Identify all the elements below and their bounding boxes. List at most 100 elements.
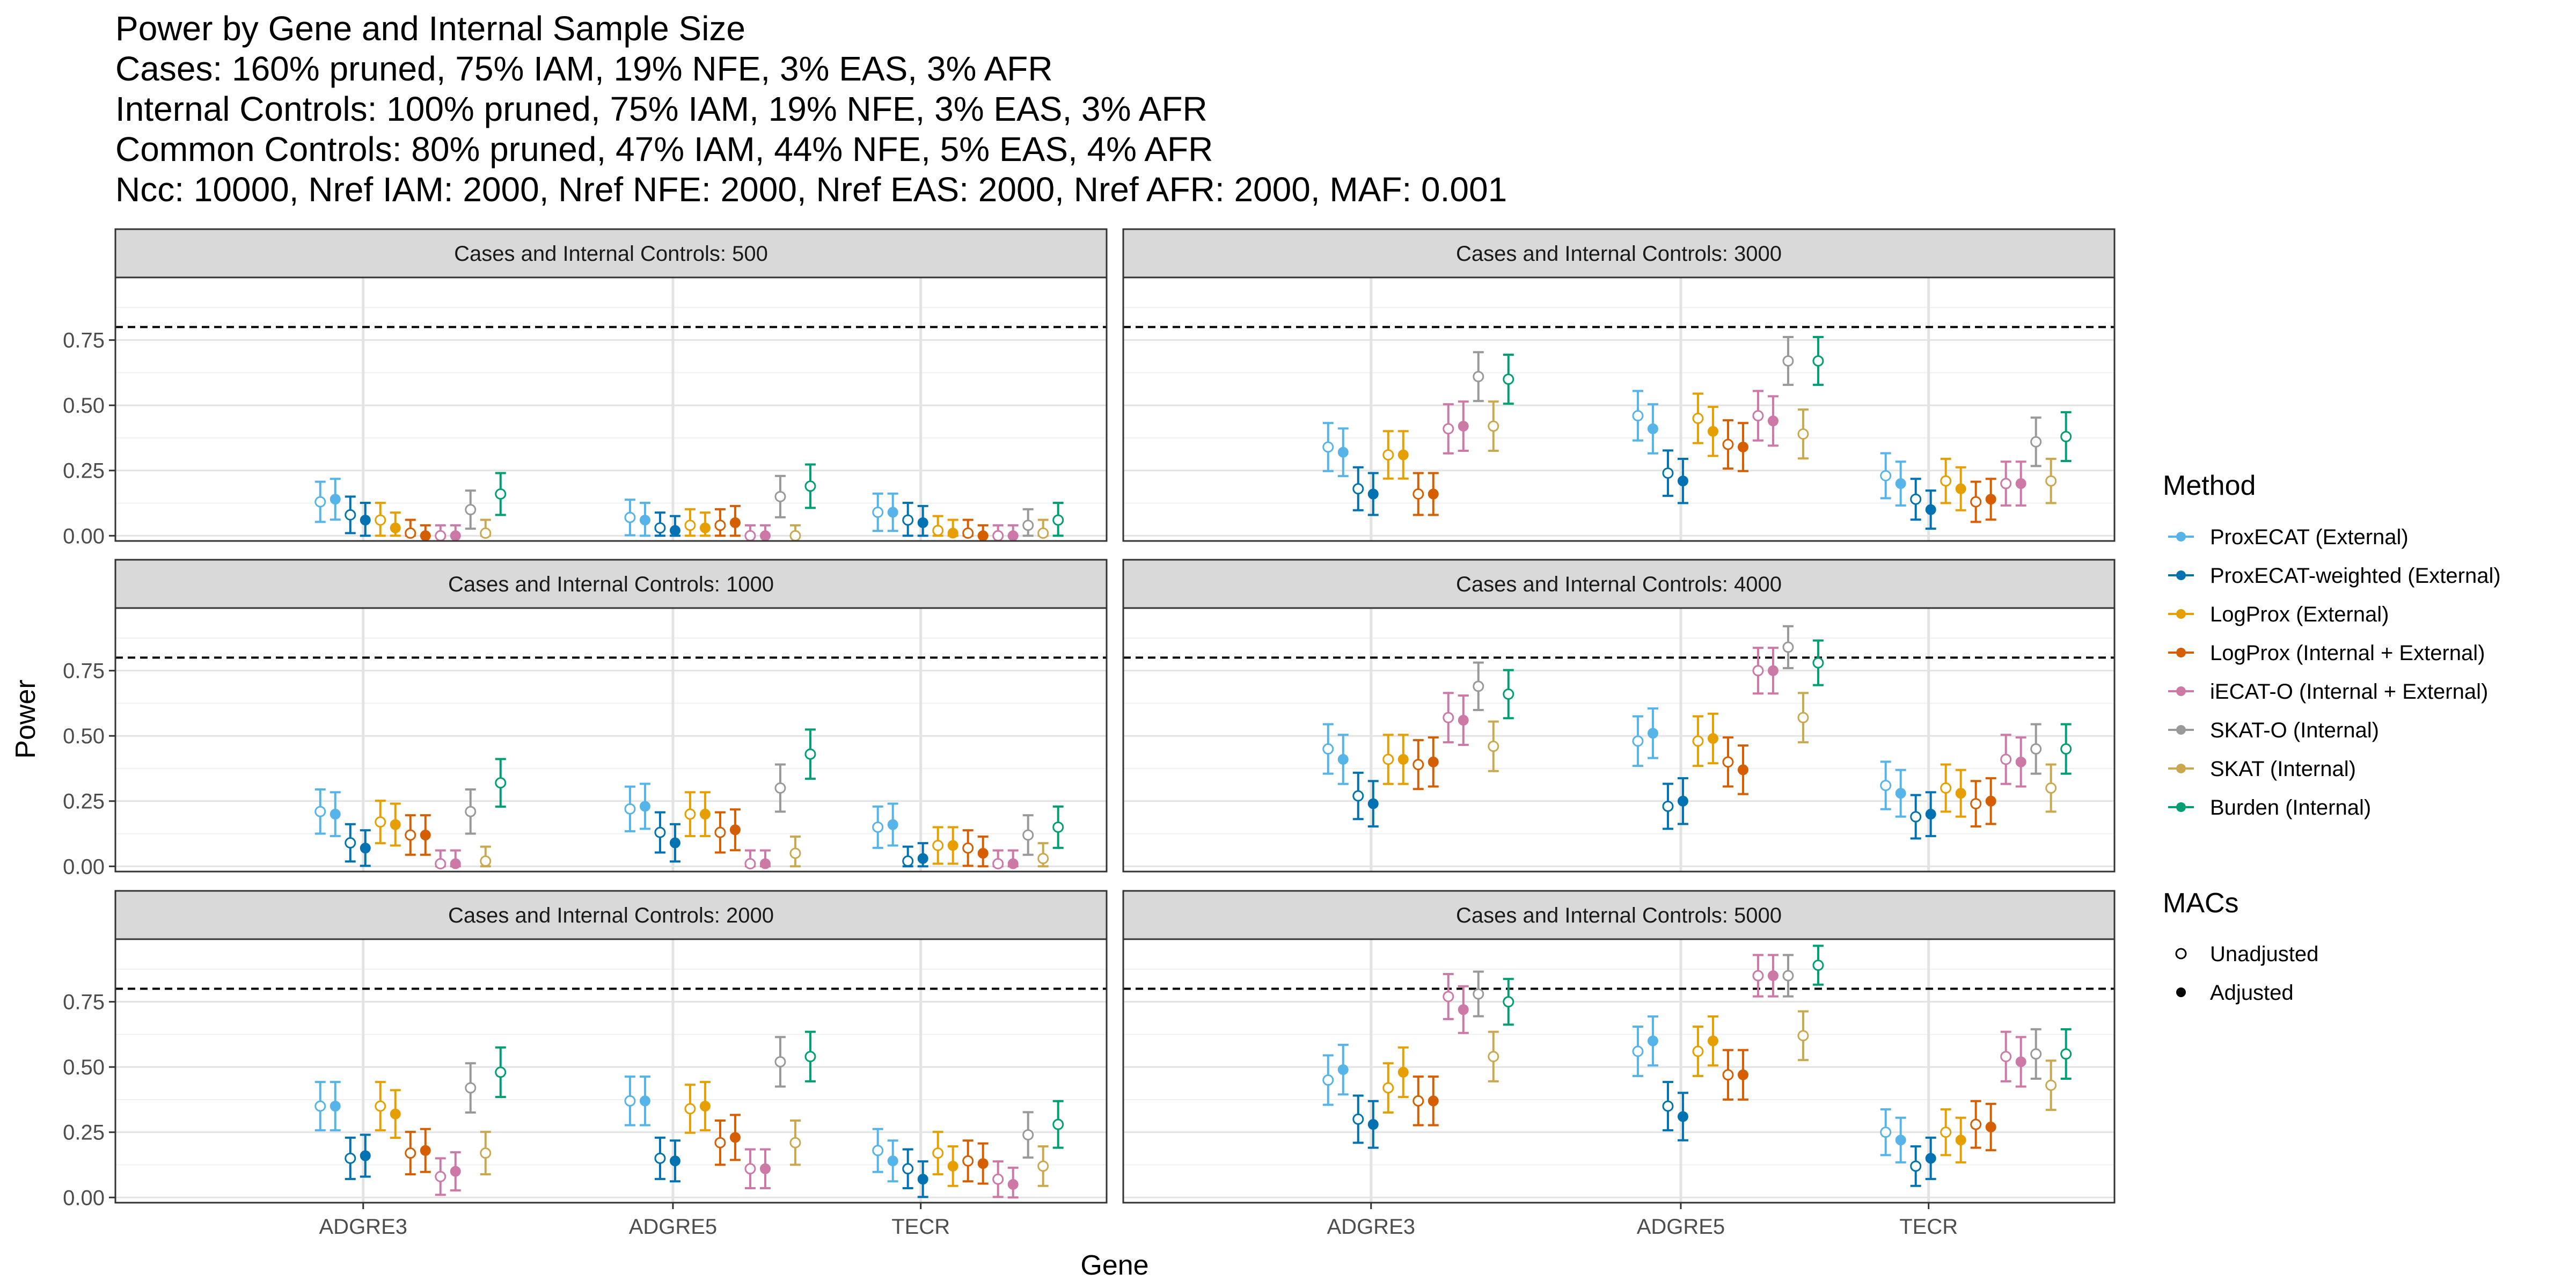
data-point-unadjusted <box>654 522 666 534</box>
data-point-unadjusted <box>1692 1045 1704 1057</box>
data-point-unadjusted <box>465 806 477 817</box>
facet-strip-label: Cases and Internal Controls: 4000 <box>1456 573 1782 596</box>
y-tick-label: 0.75 <box>63 660 105 683</box>
data-point-adjusted <box>360 843 371 854</box>
data-point-adjusted <box>947 1160 958 1172</box>
legend-entry-label: Burden (Internal) <box>2210 796 2371 819</box>
data-point-unadjusted <box>624 803 636 815</box>
data-point-adjusted <box>1428 756 1439 767</box>
legend-entry-label: LogProx (External) <box>2210 603 2389 626</box>
data-point-unadjusted <box>1352 790 1364 802</box>
data-point-unadjusted <box>314 806 326 817</box>
data-point-adjusted <box>729 824 741 836</box>
data-point-adjusted <box>887 1155 898 1167</box>
data-point-adjusted <box>1925 1153 1936 1164</box>
data-point-unadjusted <box>1632 410 1644 422</box>
y-tick-label: 0.25 <box>63 790 105 814</box>
data-point-adjusted <box>1737 764 1748 775</box>
data-point-adjusted <box>699 522 711 533</box>
data-point-unadjusted <box>789 1137 801 1148</box>
data-point-adjusted <box>2015 478 2026 489</box>
data-point-unadjusted <box>789 530 801 541</box>
data-point-adjusted <box>1737 1069 1748 1080</box>
panel-background <box>115 939 1107 1203</box>
data-point-unadjusted <box>1022 1129 1034 1141</box>
data-point-adjusted <box>1925 504 1936 515</box>
data-point-adjusted <box>1007 858 1019 869</box>
data-point-unadjusted <box>684 519 696 531</box>
data-point-unadjusted <box>1413 759 1424 771</box>
data-point-adjusted <box>2015 1056 2026 1067</box>
data-point-unadjusted <box>480 527 492 539</box>
data-point-unadjusted <box>714 826 726 838</box>
data-point-unadjusted <box>435 1170 447 1182</box>
data-point-adjusted <box>1985 1122 1996 1133</box>
data-point-adjusted <box>1895 788 1906 799</box>
data-point-adjusted <box>729 1132 741 1143</box>
data-point-unadjusted <box>744 530 756 541</box>
data-point-unadjusted <box>1722 438 1734 450</box>
panel-border <box>114 607 1108 873</box>
data-point-adjusted <box>669 1155 680 1167</box>
data-point-adjusted <box>1677 475 1688 487</box>
chart-subtitle-internal-controls: Internal Controls: 100% pruned, 75% IAM,… <box>115 90 1208 128</box>
data-point-unadjusted <box>872 507 884 518</box>
data-point-unadjusted <box>1797 712 1809 723</box>
data-point-adjusted <box>699 809 711 820</box>
data-point-adjusted <box>450 530 461 541</box>
y-tick-label: 0.50 <box>63 1056 105 1079</box>
data-point-unadjusted <box>804 480 816 492</box>
data-point-unadjusted <box>872 1145 884 1157</box>
facet-strip-label: Cases and Internal Controls: 5000 <box>1456 904 1782 927</box>
data-point-unadjusted <box>1382 753 1394 765</box>
legend: Method ProxECAT (External) ProxECAT-weight… <box>2163 470 2501 1005</box>
x-tick-label: ADGRE5 <box>1637 1215 1725 1239</box>
data-point-unadjusted <box>2045 475 2057 487</box>
data-point-unadjusted <box>932 1147 944 1159</box>
panel-background <box>1123 277 2114 541</box>
data-point-unadjusted <box>1782 641 1794 653</box>
data-point-adjusted <box>330 809 341 820</box>
data-point-unadjusted <box>992 1173 1004 1185</box>
data-point-unadjusted <box>1812 355 1824 367</box>
data-point-adjusted <box>1985 795 1996 807</box>
data-point-unadjusted <box>405 829 416 841</box>
facet-strip <box>1122 559 2116 609</box>
data-point-unadjusted <box>1052 821 1064 833</box>
data-point-unadjusted <box>774 491 786 502</box>
legend-entry-label: SKAT (Internal) <box>2210 757 2356 781</box>
data-point-adjusted <box>420 530 431 541</box>
legend-key-point <box>2176 764 2186 773</box>
data-point-unadjusted <box>774 1056 786 1067</box>
data-point-adjusted <box>887 507 898 518</box>
data-point-unadjusted <box>1940 782 1952 794</box>
data-point-unadjusted <box>1473 988 1484 1000</box>
data-point-unadjusted <box>684 808 696 820</box>
data-point-unadjusted <box>1322 441 1334 453</box>
data-point-adjusted <box>1007 1179 1019 1190</box>
data-point-adjusted <box>1767 970 1779 982</box>
data-point-unadjusted <box>932 839 944 851</box>
data-point-unadjusted <box>495 1066 507 1078</box>
y-tick-label: 0.50 <box>63 394 105 418</box>
data-point-adjusted <box>759 530 771 541</box>
data-point-unadjusted <box>714 519 726 531</box>
x-axis-title: Gene <box>1080 1250 1148 1281</box>
legend-key-point <box>2176 532 2186 541</box>
data-point-adjusted <box>1767 665 1779 676</box>
data-point-unadjusted <box>902 1163 914 1175</box>
data-point-adjusted <box>1367 1119 1379 1130</box>
data-point-unadjusted <box>375 514 386 526</box>
data-point-unadjusted <box>405 1147 416 1159</box>
data-point-unadjusted <box>2030 743 2042 755</box>
data-point-unadjusted <box>1443 712 1454 723</box>
panel-background <box>1123 939 2114 1203</box>
x-tick-label: TECR <box>891 1215 950 1239</box>
legend-key-point <box>2176 802 2186 812</box>
data-point-adjusted <box>390 1108 401 1119</box>
y-tick-label: 0.75 <box>63 329 105 353</box>
data-point-unadjusted <box>345 1152 356 1164</box>
data-point-adjusted <box>1925 809 1936 820</box>
y-tick-label: 0.50 <box>63 724 105 748</box>
data-point-unadjusted <box>1692 735 1704 747</box>
